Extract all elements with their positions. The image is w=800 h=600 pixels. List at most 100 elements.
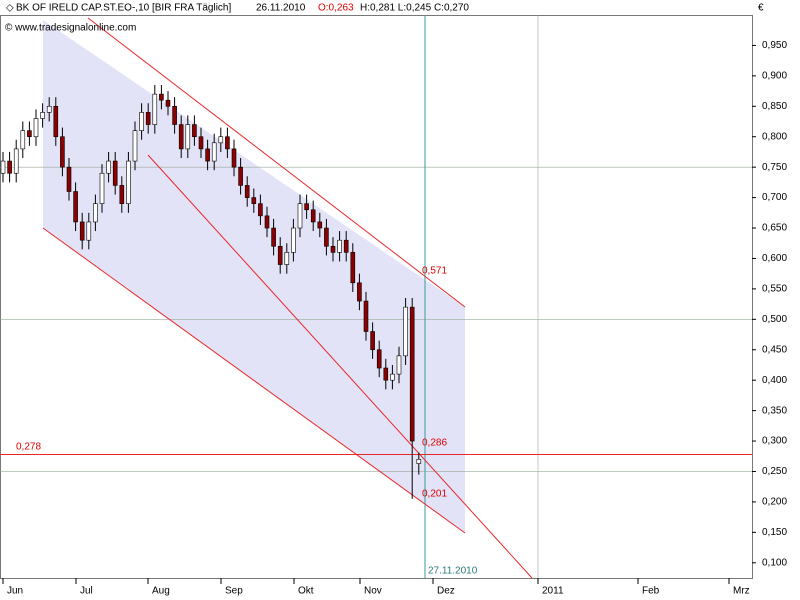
candle-body — [370, 331, 375, 351]
y-tick-label: 0,650 — [762, 223, 787, 234]
candle-body — [357, 282, 362, 302]
candle-body — [20, 130, 26, 150]
annotation: 0,286 — [422, 438, 447, 449]
candle-body — [112, 160, 118, 186]
candle-body — [403, 306, 408, 357]
x-tick-label: Jul — [80, 586, 93, 597]
candle-body — [330, 245, 336, 253]
candle-body — [46, 105, 52, 113]
candle-body — [376, 349, 382, 369]
y-tick-label: 0,750 — [762, 162, 787, 173]
candle-body — [390, 373, 395, 381]
y-tick-label: 0,100 — [762, 557, 787, 568]
y-tick-label: 0,950 — [762, 40, 787, 51]
x-tick-label: Feb — [642, 586, 660, 597]
candle-body — [99, 172, 105, 204]
x-tick-label: Mrz — [733, 586, 750, 597]
candle-body — [271, 227, 276, 247]
annotation: 0,278 — [16, 442, 41, 453]
candle-body — [27, 130, 32, 138]
y-tick-label: 0,400 — [762, 375, 787, 386]
candle-body — [304, 203, 309, 211]
y-tick-label: 0,150 — [762, 527, 787, 538]
candle-body — [178, 124, 184, 150]
candle-body — [40, 112, 45, 119]
candle-body — [238, 166, 243, 186]
candle-body — [139, 112, 144, 131]
candle-body — [53, 105, 59, 138]
y-tick-label: 0,800 — [762, 131, 787, 142]
y-tick-label: 0,550 — [762, 284, 787, 295]
y-tick-label: 0,500 — [762, 314, 787, 325]
candle-body — [126, 160, 131, 204]
y-tick-label: 0,900 — [762, 71, 787, 82]
header-open: O:0,263 — [318, 3, 354, 14]
candle-body — [258, 203, 263, 217]
candle-body — [416, 459, 422, 464]
channel-upper — [87, 17, 466, 308]
y-tick-label: 0,350 — [762, 405, 787, 416]
y-tick-label: 0,700 — [762, 192, 787, 203]
y-tick-label: 0,600 — [762, 253, 787, 264]
candle-body — [132, 130, 138, 162]
candle-body — [343, 239, 349, 253]
annotation: 0,201 — [422, 489, 447, 500]
plot-layer — [0, 15, 752, 579]
candle-body — [350, 252, 356, 284]
watermark: © www.tradesignalonline.com — [5, 23, 136, 34]
candle-body — [86, 221, 92, 241]
candle-body — [93, 203, 98, 223]
x-tick-label: Jun — [7, 586, 23, 597]
candle-body — [317, 221, 323, 229]
candle-body — [185, 124, 191, 150]
y-tick-label: 0,850 — [762, 101, 787, 112]
candle-body — [73, 191, 78, 223]
candle-body — [244, 185, 250, 198]
annotation: 0,571 — [422, 266, 447, 277]
candle-body — [172, 105, 177, 125]
channel-mid — [147, 154, 533, 579]
candle-body — [60, 136, 65, 168]
header-date: 26.11.2010 — [256, 3, 306, 14]
candle-body — [383, 367, 389, 381]
candle-body — [297, 203, 303, 229]
candle-body — [291, 227, 296, 253]
candle-body — [218, 136, 224, 144]
candle-body — [159, 93, 164, 101]
x-tick-label: 2011 — [542, 586, 564, 597]
candle-body — [324, 227, 329, 247]
candle-body — [33, 118, 39, 138]
candle-body — [152, 93, 158, 125]
y-tick-label: 0,250 — [762, 466, 787, 477]
candle-body — [106, 160, 111, 174]
candle-body — [363, 300, 369, 332]
candle-body — [277, 245, 283, 265]
x-tick-label: Nov — [364, 586, 382, 597]
y-tick-label: 0,450 — [762, 344, 787, 355]
candle-body — [0, 160, 6, 174]
x-tick-label: Sep — [225, 586, 243, 597]
candle-body — [205, 148, 210, 162]
channel-lower — [42, 227, 466, 534]
candle-body — [192, 124, 197, 138]
candle-body — [165, 99, 171, 107]
y-tick-label: 0,200 — [762, 497, 787, 508]
candle-body — [284, 252, 290, 265]
candle-body — [198, 136, 204, 150]
x-tick-label: Okt — [298, 586, 314, 597]
candle-body — [409, 306, 415, 442]
channel — [43, 20, 465, 533]
candle-body — [145, 112, 151, 125]
candle-body — [225, 136, 230, 150]
candle-body — [119, 185, 125, 204]
currency: € — [758, 3, 764, 14]
candle-body — [66, 166, 72, 192]
header-icon: ◇ — [6, 3, 14, 14]
candle-body — [211, 142, 217, 162]
x-tick-label: Aug — [152, 586, 170, 597]
candle-body — [7, 160, 12, 174]
x-tick-label: Dez — [437, 586, 455, 597]
candle-body — [13, 148, 19, 174]
